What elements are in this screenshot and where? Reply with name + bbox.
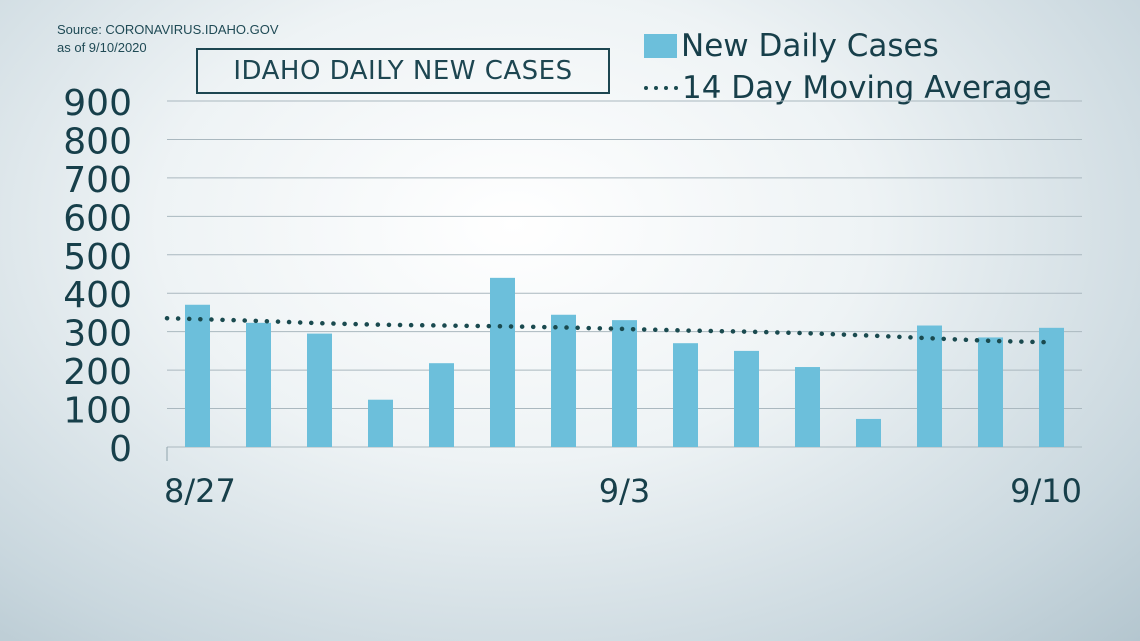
bar <box>612 320 637 447</box>
bar <box>1039 327 1064 447</box>
moving-average-line <box>164 315 1057 345</box>
bar <box>246 322 271 447</box>
x-tick-label: 9/3 <box>599 472 651 510</box>
bar <box>856 418 881 447</box>
y-tick-label: 900 <box>63 83 132 124</box>
y-tick-label: 0 <box>109 429 132 470</box>
y-tick-label: 600 <box>63 198 132 239</box>
y-tick-label: 300 <box>63 314 132 355</box>
y-tick-label: 800 <box>63 121 132 162</box>
legend-bars-label: New Daily Cases <box>681 28 939 64</box>
bar <box>673 343 698 447</box>
bar <box>551 314 576 447</box>
bar <box>734 350 759 447</box>
legend-line-label: 14 Day Moving Average <box>682 70 1052 106</box>
x-tick-label: 8/27 <box>164 472 236 510</box>
bar <box>978 337 1003 447</box>
bar <box>429 363 454 447</box>
y-tick-label: 100 <box>63 391 132 432</box>
bar <box>368 399 393 447</box>
y-tick-label: 200 <box>63 352 132 393</box>
chart-title: IDAHO DAILY NEW CASES <box>196 48 610 94</box>
bar <box>185 304 210 447</box>
source-date: as of 9/10/2020 <box>57 40 147 55</box>
x-tick-label: 9/10 <box>1010 472 1082 510</box>
bar <box>795 367 820 447</box>
bar <box>307 333 332 447</box>
y-tick-label: 700 <box>63 160 132 201</box>
source-text: Source: CORONAVIRUS.IDAHO.GOV <box>57 22 279 37</box>
legend-item-line: 14 Day Moving Average <box>644 70 1052 106</box>
legend-item-bars: New Daily Cases <box>644 28 939 64</box>
legend-dotted-swatch <box>644 85 678 91</box>
bar <box>490 277 515 447</box>
y-tick-label: 500 <box>63 237 132 278</box>
legend-bar-swatch <box>644 34 677 58</box>
y-tick-label: 400 <box>63 275 132 316</box>
bar <box>917 325 942 447</box>
